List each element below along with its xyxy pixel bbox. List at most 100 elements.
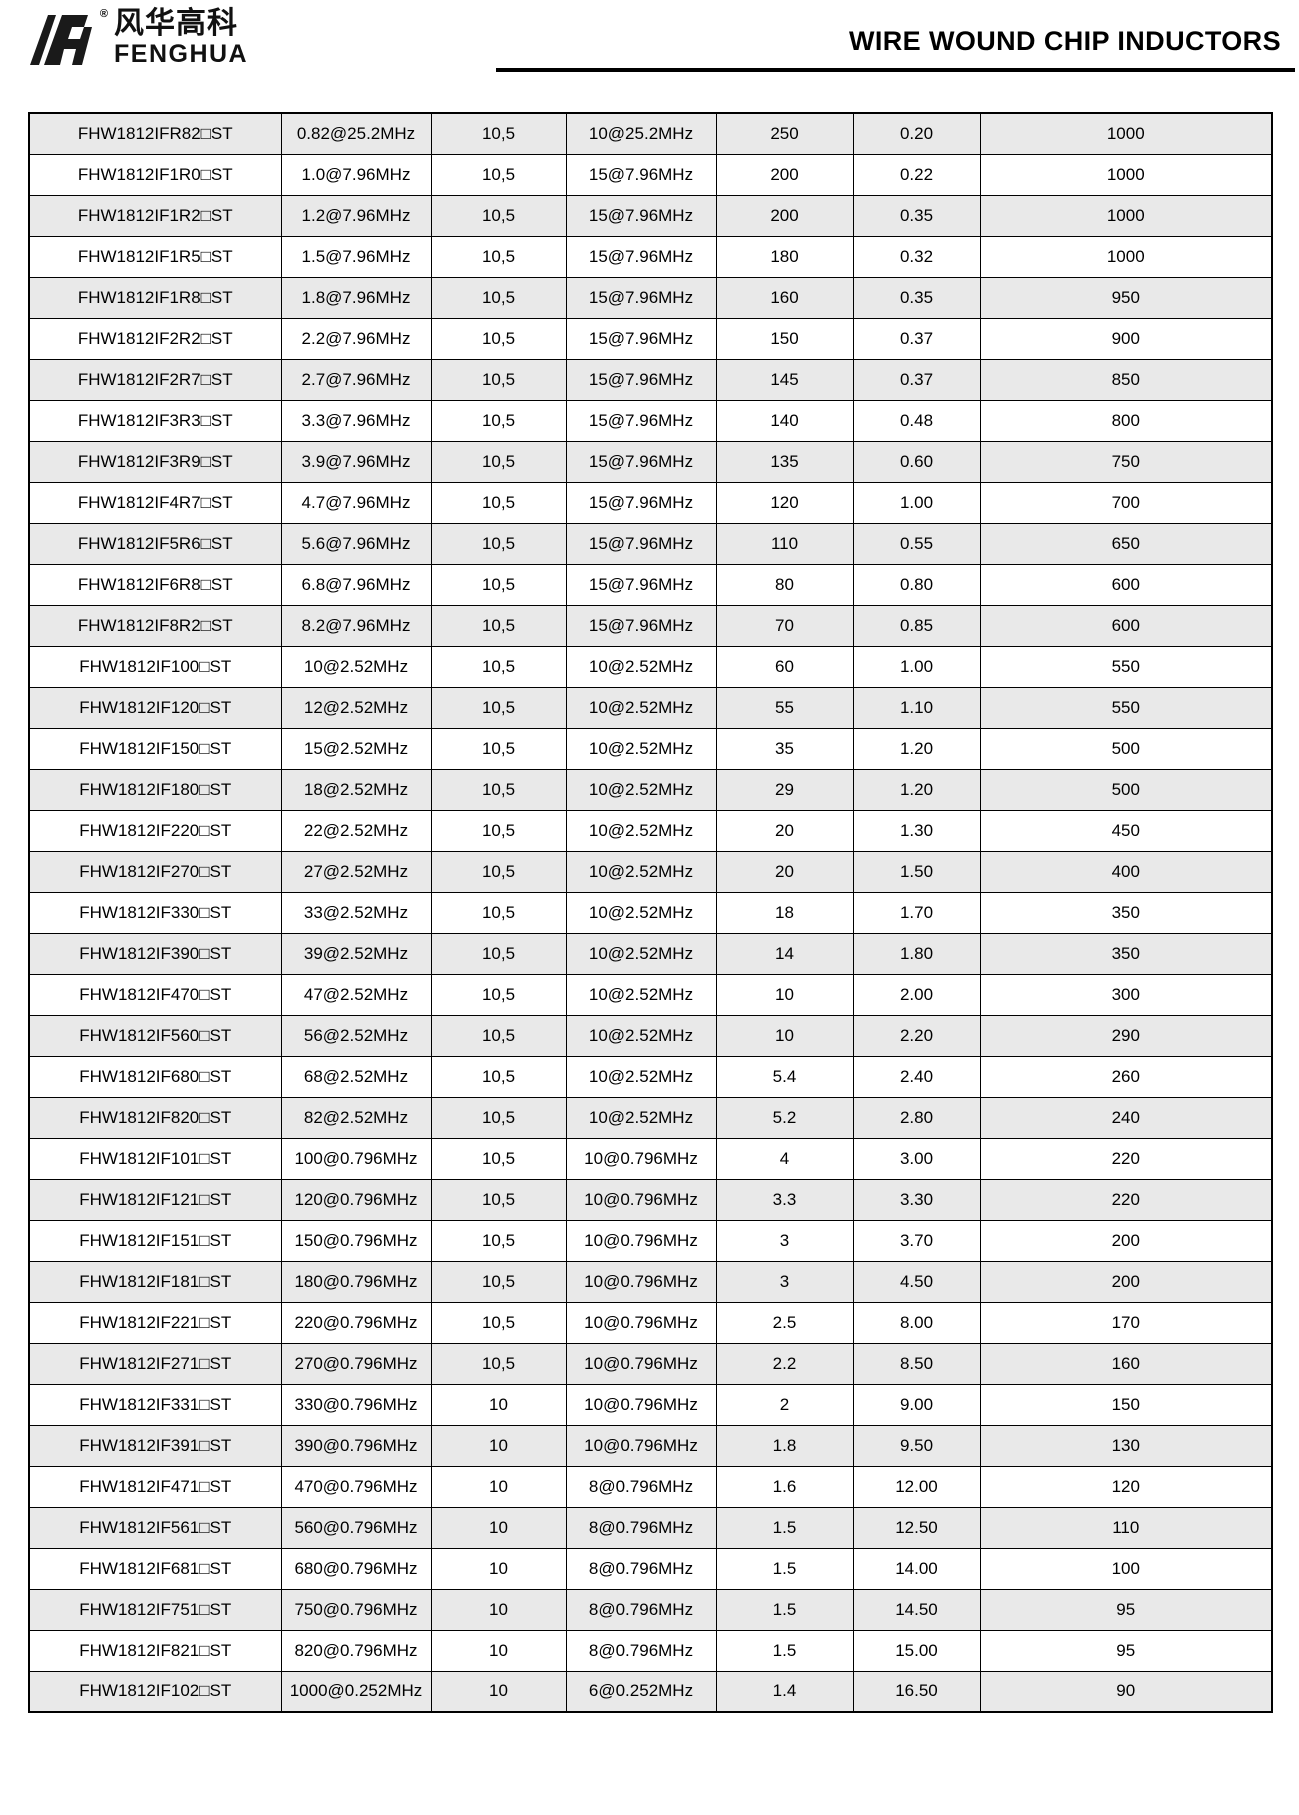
table-row: FHW1812IF331□ST 330@0.796MHz 10 10@0.796MHz… (28, 1383, 1273, 1426)
cell-dcr: 0.55 (852, 522, 981, 565)
cell-dcr: 3.70 (852, 1219, 981, 1262)
cell-tolerance: 10,5 (430, 809, 567, 852)
cell-dcr: 0.35 (852, 194, 981, 237)
cell-inductance: 2.2@7.96MHz (280, 317, 432, 360)
table-row: FHW1812IF2R7□ST 2.7@7.96MHz 10,5 15@7.96MHz… (28, 358, 1273, 401)
cell-q-factor: 10@2.52MHz (565, 1014, 717, 1057)
cell-srf: 29 (715, 768, 854, 811)
cell-part-number: FHW1812IF471□ST (28, 1465, 282, 1508)
cell-part-number: FHW1812IF821□ST (28, 1629, 282, 1672)
cell-part-number: FHW1812IF2R7□ST (28, 358, 282, 401)
cell-tolerance: 10,5 (430, 153, 567, 196)
cell-dcr: 0.60 (852, 440, 981, 483)
cell-dcr: 8.50 (852, 1342, 981, 1385)
cell-inductance: 470@0.796MHz (280, 1465, 432, 1508)
cell-q-factor: 10@2.52MHz (565, 768, 717, 811)
cell-srf: 180 (715, 235, 854, 278)
cell-q-factor: 10@0.796MHz (565, 1219, 717, 1262)
cell-dcr: 2.80 (852, 1096, 981, 1139)
cell-irms: 500 (979, 768, 1273, 811)
cell-tolerance: 10,5 (430, 973, 567, 1016)
cell-irms: 850 (979, 358, 1273, 401)
cell-part-number: FHW1812IF1R5□ST (28, 235, 282, 278)
cell-part-number: FHW1812IF221□ST (28, 1301, 282, 1344)
cell-tolerance: 10,5 (430, 850, 567, 893)
cell-inductance: 1.8@7.96MHz (280, 276, 432, 319)
cell-tolerance: 10,5 (430, 1178, 567, 1221)
cell-dcr: 0.32 (852, 235, 981, 278)
cell-q-factor: 6@0.252MHz (565, 1670, 717, 1713)
cell-inductance: 15@2.52MHz (280, 727, 432, 770)
cell-srf: 3 (715, 1260, 854, 1303)
cell-tolerance: 10,5 (430, 1096, 567, 1139)
cell-inductance: 39@2.52MHz (280, 932, 432, 975)
cell-part-number: FHW1812IF560□ST (28, 1014, 282, 1057)
cell-q-factor: 10@2.52MHz (565, 1096, 717, 1139)
cell-dcr: 1.80 (852, 932, 981, 975)
cell-irms: 160 (979, 1342, 1273, 1385)
cell-inductance: 8.2@7.96MHz (280, 604, 432, 647)
cell-q-factor: 10@2.52MHz (565, 973, 717, 1016)
cell-inductance: 100@0.796MHz (280, 1137, 432, 1180)
cell-part-number: FHW1812IF3R3□ST (28, 399, 282, 442)
table-row: FHW1812IF471□ST 470@0.796MHz 10 8@0.796MHz 1… (28, 1465, 1273, 1508)
cell-dcr: 1.50 (852, 850, 981, 893)
cell-part-number: FHW1812IF220□ST (28, 809, 282, 852)
cell-q-factor: 10@2.52MHz (565, 1055, 717, 1098)
cell-q-factor: 15@7.96MHz (565, 358, 717, 401)
cell-tolerance: 10,5 (430, 563, 567, 606)
cell-srf: 18 (715, 891, 854, 934)
cell-inductance: 150@0.796MHz (280, 1219, 432, 1262)
cell-q-factor: 8@0.796MHz (565, 1506, 717, 1549)
cell-part-number: FHW1812IF680□ST (28, 1055, 282, 1098)
cell-q-factor: 10@0.796MHz (565, 1424, 717, 1467)
cell-srf: 1.5 (715, 1547, 854, 1590)
cell-dcr: 1.20 (852, 727, 981, 770)
cell-tolerance: 10,5 (430, 727, 567, 770)
cell-irms: 550 (979, 645, 1273, 688)
cell-irms: 260 (979, 1055, 1273, 1098)
cell-part-number: FHW1812IF180□ST (28, 768, 282, 811)
table-row: FHW1812IF271□ST 270@0.796MHz 10,5 10@0.796M… (28, 1342, 1273, 1385)
page-header: ® 风华高科 FENGHUA WIRE WOUND CHIP INDUCTORS (0, 0, 1299, 86)
cell-irms: 290 (979, 1014, 1273, 1057)
cell-irms: 1000 (979, 194, 1273, 237)
table-row: FHW1812IF2R2□ST 2.2@7.96MHz 10,5 15@7.96MHz… (28, 317, 1273, 360)
cell-q-factor: 15@7.96MHz (565, 194, 717, 237)
cell-irms: 750 (979, 440, 1273, 483)
cell-irms: 130 (979, 1424, 1273, 1467)
cell-dcr: 0.37 (852, 358, 981, 401)
cell-srf: 10 (715, 973, 854, 1016)
table-row: FHW1812IF220□ST 22@2.52MHz 10,5 10@2.52MHz 2… (28, 809, 1273, 852)
spec-table-container: FHW1812IFR82□ST 0.82@25.2MHz 10,5 10@25.2MH… (0, 86, 1299, 1713)
cell-part-number: FHW1812IF100□ST (28, 645, 282, 688)
header-divider-rule (496, 68, 1295, 72)
cell-irms: 200 (979, 1260, 1273, 1303)
cell-srf: 20 (715, 809, 854, 852)
cell-part-number: FHW1812IF3R9□ST (28, 440, 282, 483)
inductor-spec-table: FHW1812IFR82□ST 0.82@25.2MHz 10,5 10@25.2MH… (28, 112, 1273, 1713)
cell-dcr: 3.30 (852, 1178, 981, 1221)
cell-part-number: FHW1812IF181□ST (28, 1260, 282, 1303)
cell-inductance: 5.6@7.96MHz (280, 522, 432, 565)
table-row: FHW1812IF150□ST 15@2.52MHz 10,5 10@2.52MHz 3… (28, 727, 1273, 770)
cell-tolerance: 10,5 (430, 522, 567, 565)
cell-tolerance: 10,5 (430, 1055, 567, 1098)
cell-srf: 1.5 (715, 1588, 854, 1631)
page-title: WIRE WOUND CHIP INDUCTORS (848, 26, 1281, 56)
cell-irms: 110 (979, 1506, 1273, 1549)
cell-part-number: FHW1812IF151□ST (28, 1219, 282, 1262)
cell-inductance: 330@0.796MHz (280, 1383, 432, 1426)
cell-q-factor: 10@2.52MHz (565, 645, 717, 688)
cell-dcr: 12.50 (852, 1506, 981, 1549)
cell-inductance: 82@2.52MHz (280, 1096, 432, 1139)
cell-inductance: 27@2.52MHz (280, 850, 432, 893)
brand-name-english: FENGHUA (114, 40, 249, 68)
table-row: FHW1812IF3R3□ST 3.3@7.96MHz 10,5 15@7.96MHz… (28, 399, 1273, 442)
cell-tolerance: 10,5 (430, 235, 567, 278)
cell-q-factor: 10@2.52MHz (565, 686, 717, 729)
table-row: FHW1812IF1R5□ST 1.5@7.96MHz 10,5 15@7.96MHz… (28, 235, 1273, 278)
company-logo: ® 风华高科 FENGHUA (0, 0, 249, 68)
cell-dcr: 0.20 (852, 112, 981, 155)
cell-srf: 2 (715, 1383, 854, 1426)
